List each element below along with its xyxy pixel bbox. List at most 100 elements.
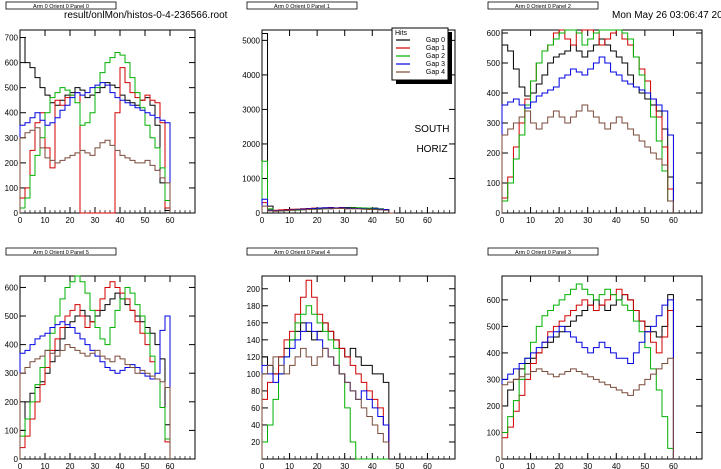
y-tick-label: 400 bbox=[5, 341, 19, 350]
y-tick-label: 400 bbox=[5, 109, 19, 118]
legend-title: Hits bbox=[395, 30, 408, 37]
y-tick-label: 500 bbox=[5, 84, 19, 93]
y-tick-label: 0 bbox=[496, 209, 501, 218]
y-tick-label: 0 bbox=[14, 209, 19, 218]
y-tick-label: 180 bbox=[247, 302, 261, 311]
y-tick-label: 100 bbox=[5, 184, 19, 193]
x-tick-label: 30 bbox=[340, 462, 349, 469]
x-tick-label: 40 bbox=[116, 462, 125, 469]
panel-title-box bbox=[246, 1, 358, 10]
panel-title: Arm 0 Orient 0 Panel 1 bbox=[274, 4, 330, 10]
series-line bbox=[19, 52, 171, 213]
y-tick-label: 2000 bbox=[242, 140, 260, 149]
x-tick-label: 0 bbox=[260, 462, 265, 469]
x-tick-label: 50 bbox=[395, 462, 404, 469]
series-line bbox=[19, 67, 171, 214]
panel-title: Arm 0 Orient 0 Panel 5 bbox=[33, 250, 89, 256]
y-tick-label: 300 bbox=[487, 375, 501, 384]
legend-entry: Gap 3 bbox=[426, 61, 445, 68]
y-tick-label: 100 bbox=[247, 370, 261, 379]
x-tick-label: 60 bbox=[166, 216, 175, 225]
panel-frame bbox=[19, 29, 196, 214]
y-tick-label: 500 bbox=[487, 59, 501, 68]
panel-title: Arm 0 Orient 0 Panel 3 bbox=[515, 250, 571, 256]
y-tick-label: 60 bbox=[251, 404, 260, 413]
series-line bbox=[501, 357, 674, 459]
y-tick-label: 40 bbox=[251, 421, 260, 430]
x-tick-label: 40 bbox=[612, 216, 621, 225]
timestamp-label: Mon May 26 03:06:47 2007 bbox=[612, 10, 721, 21]
y-tick-label: 80 bbox=[251, 387, 260, 396]
y-tick-label: 200 bbox=[487, 402, 501, 411]
x-tick-label: 20 bbox=[66, 216, 75, 225]
y-tick-label: 100 bbox=[487, 179, 501, 188]
legend-entry: Gap 4 bbox=[426, 69, 445, 76]
panel-title-box bbox=[246, 247, 358, 256]
x-tick-label: 50 bbox=[640, 462, 649, 469]
series-line bbox=[19, 82, 171, 213]
panel-title-box bbox=[487, 247, 599, 256]
x-tick-label: 0 bbox=[260, 216, 265, 225]
panel-frame bbox=[501, 275, 703, 460]
y-tick-label: 100 bbox=[487, 428, 501, 437]
series-line bbox=[261, 347, 390, 459]
series-line bbox=[261, 279, 390, 459]
x-tick-label: 30 bbox=[583, 216, 592, 225]
series-line bbox=[501, 299, 674, 459]
panel-title: Arm 0 Orient 0 Panel 4 bbox=[274, 250, 330, 256]
y-tick-label: 200 bbox=[487, 149, 501, 158]
panel-title-box bbox=[5, 1, 117, 10]
series-line bbox=[501, 56, 674, 213]
legend-box bbox=[391, 27, 449, 81]
series-line bbox=[19, 344, 171, 459]
x-tick-label: 10 bbox=[526, 216, 535, 225]
panel-frame bbox=[501, 29, 703, 214]
y-tick-label: 300 bbox=[487, 119, 501, 128]
y-tick-label: 0 bbox=[14, 455, 19, 464]
y-tick-label: 140 bbox=[247, 336, 261, 345]
series-line bbox=[501, 104, 674, 213]
x-tick-label: 50 bbox=[141, 216, 150, 225]
panel-title: Arm 0 Orient 0 Panel 0 bbox=[33, 4, 89, 10]
x-tick-label: 50 bbox=[640, 216, 649, 225]
y-tick-label: 100 bbox=[5, 426, 19, 435]
x-tick-label: 20 bbox=[313, 462, 322, 469]
x-tick-label: 60 bbox=[423, 462, 432, 469]
y-tick-label: 700 bbox=[5, 34, 19, 43]
y-tick-label: 1000 bbox=[242, 174, 260, 183]
panel-title-box bbox=[487, 1, 599, 10]
x-tick-label: 0 bbox=[500, 216, 505, 225]
panel-title: Arm 0 Orient 0 Panel 2 bbox=[515, 4, 571, 10]
overlay-south: SOUTH bbox=[415, 124, 450, 135]
y-tick-label: 600 bbox=[487, 29, 501, 38]
x-tick-label: 40 bbox=[116, 216, 125, 225]
x-tick-label: 20 bbox=[555, 462, 564, 469]
y-tick-label: 120 bbox=[247, 353, 261, 362]
y-tick-label: 200 bbox=[5, 398, 19, 407]
x-tick-label: 10 bbox=[41, 216, 50, 225]
y-tick-label: 20 bbox=[251, 438, 260, 447]
y-tick-label: 600 bbox=[487, 296, 501, 305]
panel-title-box bbox=[5, 247, 117, 256]
y-tick-label: 600 bbox=[5, 59, 19, 68]
legend-entry: Gap 1 bbox=[426, 45, 445, 52]
y-tick-label: 5000 bbox=[242, 36, 260, 45]
y-tick-label: 200 bbox=[247, 285, 261, 294]
x-tick-label: 10 bbox=[526, 462, 535, 469]
y-tick-label: 3000 bbox=[242, 105, 260, 114]
y-tick-label: 300 bbox=[5, 369, 19, 378]
x-tick-label: 0 bbox=[500, 462, 505, 469]
x-tick-label: 30 bbox=[583, 462, 592, 469]
x-tick-label: 40 bbox=[612, 462, 621, 469]
x-tick-label: 30 bbox=[91, 462, 100, 469]
x-tick-label: 60 bbox=[669, 216, 678, 225]
y-tick-label: 600 bbox=[5, 283, 19, 292]
x-tick-label: 40 bbox=[368, 216, 377, 225]
x-tick-label: 10 bbox=[41, 462, 50, 469]
x-tick-label: 60 bbox=[669, 462, 678, 469]
legend-entry: Gap 0 bbox=[426, 37, 445, 44]
series-line bbox=[19, 127, 171, 213]
y-tick-label: 500 bbox=[487, 322, 501, 331]
x-tick-label: 10 bbox=[285, 462, 294, 469]
